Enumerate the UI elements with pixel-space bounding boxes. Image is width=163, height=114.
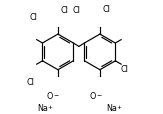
Text: Na: Na — [37, 103, 48, 112]
Text: Cl: Cl — [61, 6, 69, 15]
Text: −: − — [96, 91, 102, 96]
Text: Cl: Cl — [121, 65, 129, 73]
Text: O: O — [47, 91, 53, 100]
Text: Cl: Cl — [73, 6, 81, 15]
Text: −: − — [53, 91, 59, 96]
Text: Na: Na — [107, 103, 117, 112]
Text: Cl: Cl — [26, 77, 34, 86]
Text: Cl: Cl — [103, 5, 111, 14]
Text: +: + — [48, 104, 53, 109]
Text: O: O — [90, 91, 96, 100]
Text: Cl: Cl — [30, 13, 38, 22]
Text: +: + — [117, 104, 122, 109]
